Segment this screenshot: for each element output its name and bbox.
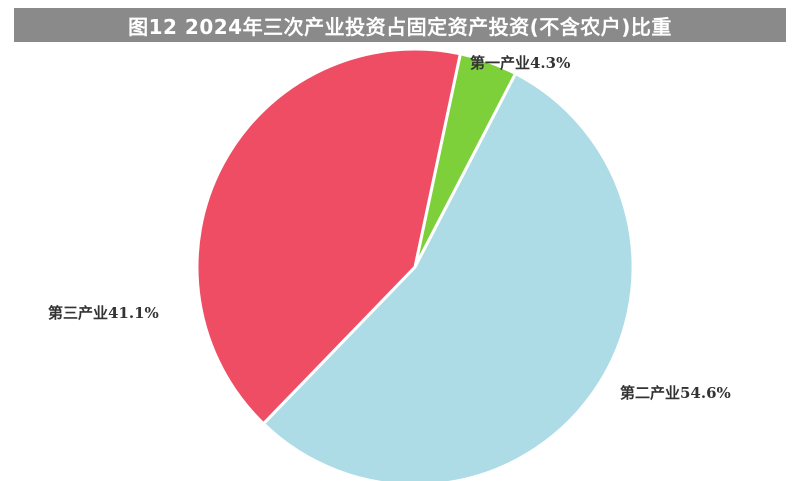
chart-title-bar: 图12 2024年三次产业投资占固定资产投资(不含农户)比重 — [14, 8, 786, 42]
slice-label-1: 第一产业4.3% — [470, 54, 570, 72]
slice-label-3: 第三产业41.1% — [48, 304, 159, 322]
slice-label-2: 第二产业54.6% — [620, 384, 731, 402]
chart-title: 图12 2024年三次产业投资占固定资产投资(不含农户)比重 — [128, 14, 672, 39]
pie-slice-3 — [195, 47, 462, 426]
pie-slice-2 — [261, 72, 635, 481]
